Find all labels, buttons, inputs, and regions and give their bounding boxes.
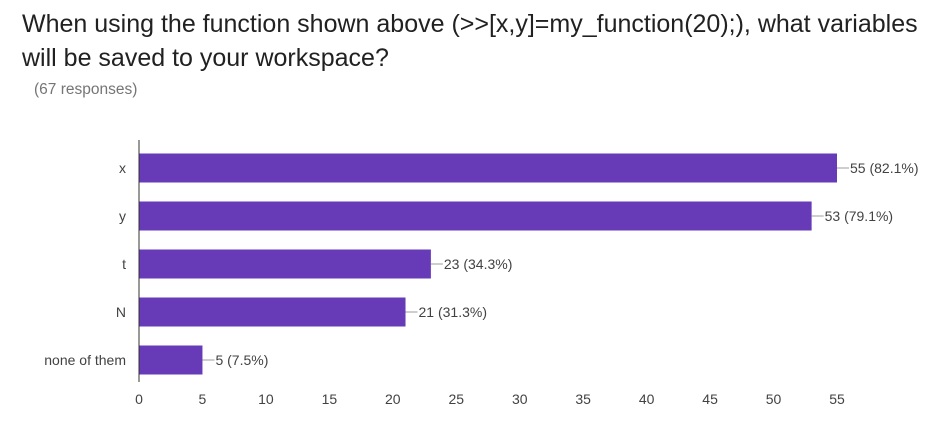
x-tick-label-2: 10 <box>258 391 274 407</box>
x-tick-label-7: 35 <box>575 391 591 407</box>
category-label-0: x <box>119 160 126 176</box>
question-title: When using the function shown above (>>[… <box>22 10 918 72</box>
category-label-3: N <box>116 304 126 320</box>
data-label-1: 53 (79.1%) <box>825 208 893 224</box>
tick-labels-layer: 0 5 10 15 20 25 30 35 40 45 50 55 <box>135 391 845 407</box>
data-labels-layer: 55 (82.1%) 53 (79.1%) 23 (34.3%) 21 (31.3%)… <box>215 160 918 368</box>
data-label-4: 5 (7.5%) <box>215 352 268 368</box>
category-label-2: t <box>122 256 126 272</box>
x-tick-label-5: 25 <box>448 391 464 407</box>
leader-lines-layer <box>202 167 849 361</box>
data-label-2: 23 (34.3%) <box>444 256 512 272</box>
category-label-4: none of them <box>44 352 126 368</box>
x-tick-label-10: 50 <box>766 391 782 407</box>
bar-1 <box>139 201 812 231</box>
x-tick-label-9: 45 <box>702 391 718 407</box>
x-tick-label-0: 0 <box>135 391 143 407</box>
x-tick-label-6: 30 <box>512 391 528 407</box>
response-count: (67 responses) <box>34 81 138 98</box>
category-label-1: y <box>119 208 126 224</box>
data-label-0: 55 (82.1%) <box>850 160 918 176</box>
bar-0 <box>139 153 837 183</box>
x-tick-label-1: 5 <box>199 391 207 407</box>
bar-4 <box>139 345 203 375</box>
x-tick-label-8: 40 <box>639 391 655 407</box>
data-label-3: 21 (31.3%) <box>419 304 487 320</box>
bar-3 <box>139 297 406 327</box>
x-tick-label-4: 20 <box>385 391 401 407</box>
bars-layer <box>139 153 837 375</box>
x-tick-label-3: 15 <box>322 391 338 407</box>
x-tick-label-11: 55 <box>829 391 845 407</box>
bar-2 <box>139 249 431 279</box>
